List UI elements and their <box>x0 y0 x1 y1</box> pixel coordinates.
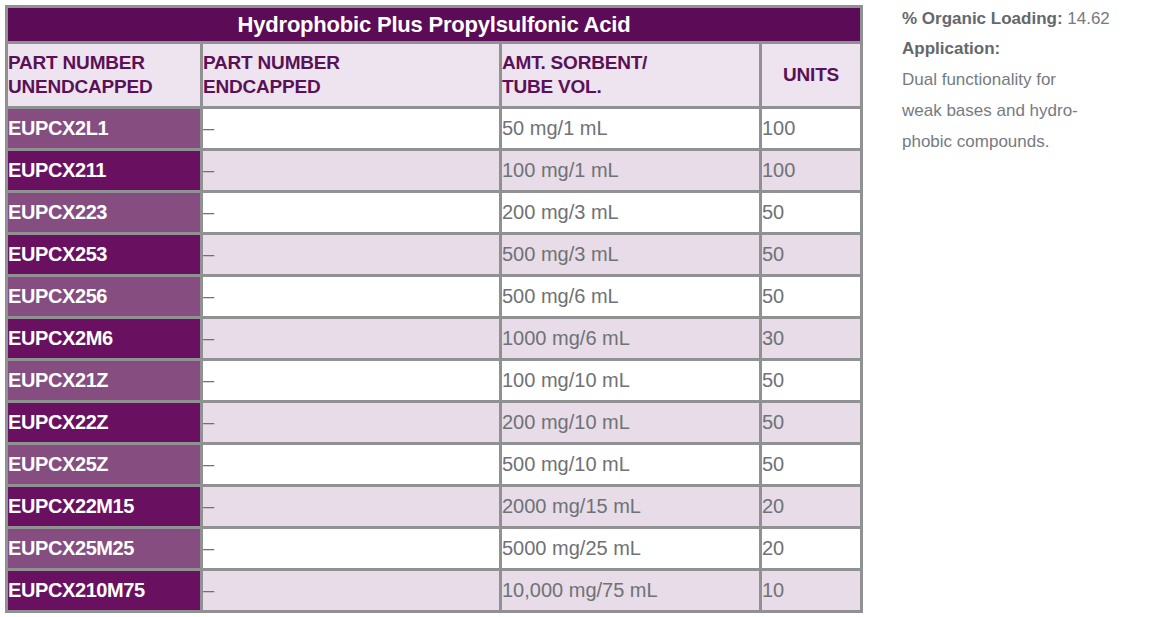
application-label: Application: <box>902 34 1164 64</box>
part-number-endcapped-cell: – <box>202 570 501 612</box>
units-cell: 30 <box>761 318 862 360</box>
part-number-unendcapped-cell: EUPCX253 <box>7 234 202 276</box>
amount-sorbent-cell: 500 mg/3 mL <box>501 234 761 276</box>
part-number-unendcapped-cell: EUPCX25Z <box>7 444 202 486</box>
application-text-line: Dual functionality for <box>902 64 1164 95</box>
header-line: UNENDCAPPED <box>8 75 200 99</box>
units-cell: 50 <box>761 444 862 486</box>
amount-sorbent-cell: 500 mg/6 mL <box>501 276 761 318</box>
units-cell: 100 <box>761 108 862 150</box>
amount-sorbent-cell: 500 mg/10 mL <box>501 444 761 486</box>
table-row: EUPCX256 – 500 mg/6 mL 50 <box>7 276 862 318</box>
table-header-row: PART NUMBER UNENDCAPPED PART NUMBER ENDC… <box>7 43 862 108</box>
organic-loading-value: 14.62 <box>1063 9 1110 28</box>
part-number-endcapped-cell: – <box>202 150 501 192</box>
units-cell: 20 <box>761 486 862 528</box>
part-number-endcapped-cell: – <box>202 528 501 570</box>
part-number-unendcapped-cell: EUPCX211 <box>7 150 202 192</box>
amount-sorbent-cell: 200 mg/10 mL <box>501 402 761 444</box>
product-table: Hydrophobic Plus Propylsulfonic Acid PAR… <box>5 5 863 613</box>
units-cell: 50 <box>761 234 862 276</box>
units-cell: 50 <box>761 402 862 444</box>
table-row: EUPCX210M75 – 10,000 mg/75 mL 10 <box>7 570 862 612</box>
table-row: EUPCX25M25 – 5000 mg/25 mL 20 <box>7 528 862 570</box>
amount-sorbent-cell: 200 mg/3 mL <box>501 192 761 234</box>
part-number-endcapped-cell: – <box>202 360 501 402</box>
part-number-unendcapped-cell: EUPCX21Z <box>7 360 202 402</box>
table-row: EUPCX22M15 – 2000 mg/15 mL 20 <box>7 486 862 528</box>
organic-loading-line: % Organic Loading: 14.62 <box>902 4 1164 34</box>
table-row: EUPCX21Z – 100 mg/10 mL 50 <box>7 360 862 402</box>
table-row: EUPCX253 – 500 mg/3 mL 50 <box>7 234 862 276</box>
part-number-endcapped-cell: – <box>202 234 501 276</box>
amount-sorbent-cell: 100 mg/1 mL <box>501 150 761 192</box>
part-number-unendcapped-cell: EUPCX223 <box>7 192 202 234</box>
units-cell: 10 <box>761 570 862 612</box>
part-number-endcapped-cell: – <box>202 276 501 318</box>
part-number-endcapped-cell: – <box>202 108 501 150</box>
units-cell: 50 <box>761 192 862 234</box>
part-number-endcapped-cell: – <box>202 318 501 360</box>
part-number-unendcapped-cell: EUPCX25M25 <box>7 528 202 570</box>
amount-sorbent-cell: 5000 mg/25 mL <box>501 528 761 570</box>
column-header-part-endcapped: PART NUMBER ENDCAPPED <box>202 43 501 108</box>
units-cell: 50 <box>761 360 862 402</box>
table-row: EUPCX211 – 100 mg/1 mL 100 <box>7 150 862 192</box>
table-row: EUPCX22Z – 200 mg/10 mL 50 <box>7 402 862 444</box>
part-number-endcapped-cell: – <box>202 192 501 234</box>
header-line: TUBE VOL. <box>502 75 759 99</box>
sorbent-table: Hydrophobic Plus Propylsulfonic Acid PAR… <box>5 5 863 613</box>
info-panel: % Organic Loading: 14.62 Application: Du… <box>902 4 1164 157</box>
part-number-unendcapped-cell: EUPCX210M75 <box>7 570 202 612</box>
organic-loading-label: % Organic Loading: <box>902 9 1063 28</box>
part-number-unendcapped-cell: EUPCX256 <box>7 276 202 318</box>
amount-sorbent-cell: 2000 mg/15 mL <box>501 486 761 528</box>
column-header-units: UNITS <box>761 43 862 108</box>
header-line: PART NUMBER <box>203 51 499 75</box>
header-line: AMT. SORBENT/ <box>502 51 759 75</box>
header-line: PART NUMBER <box>8 51 200 75</box>
table-title-row: Hydrophobic Plus Propylsulfonic Acid <box>7 7 862 43</box>
amount-sorbent-cell: 50 mg/1 mL <box>501 108 761 150</box>
amount-sorbent-cell: 1000 mg/6 mL <box>501 318 761 360</box>
amount-sorbent-cell: 100 mg/10 mL <box>501 360 761 402</box>
part-number-unendcapped-cell: EUPCX22M15 <box>7 486 202 528</box>
part-number-endcapped-cell: – <box>202 486 501 528</box>
part-number-unendcapped-cell: EUPCX22Z <box>7 402 202 444</box>
application-text-line: weak bases and hydro- <box>902 95 1164 126</box>
part-number-endcapped-cell: – <box>202 444 501 486</box>
table-title: Hydrophobic Plus Propylsulfonic Acid <box>7 7 862 43</box>
part-number-endcapped-cell: – <box>202 402 501 444</box>
part-number-unendcapped-cell: EUPCX2M6 <box>7 318 202 360</box>
table-row: EUPCX2M6 – 1000 mg/6 mL 30 <box>7 318 862 360</box>
amount-sorbent-cell: 10,000 mg/75 mL <box>501 570 761 612</box>
part-number-unendcapped-cell: EUPCX2L1 <box>7 108 202 150</box>
header-line: UNITS <box>762 63 860 87</box>
units-cell: 20 <box>761 528 862 570</box>
table-row: EUPCX223 – 200 mg/3 mL 50 <box>7 192 862 234</box>
column-header-amount: AMT. SORBENT/ TUBE VOL. <box>501 43 761 108</box>
table-body: EUPCX2L1 – 50 mg/1 mL 100 EUPCX211 – 100… <box>7 108 862 612</box>
application-text-line: phobic compounds. <box>902 126 1164 157</box>
units-cell: 100 <box>761 150 862 192</box>
table-row: EUPCX25Z – 500 mg/10 mL 50 <box>7 444 862 486</box>
units-cell: 50 <box>761 276 862 318</box>
table-row: EUPCX2L1 – 50 mg/1 mL 100 <box>7 108 862 150</box>
column-header-part-unendcapped: PART NUMBER UNENDCAPPED <box>7 43 202 108</box>
header-line: ENDCAPPED <box>203 75 499 99</box>
